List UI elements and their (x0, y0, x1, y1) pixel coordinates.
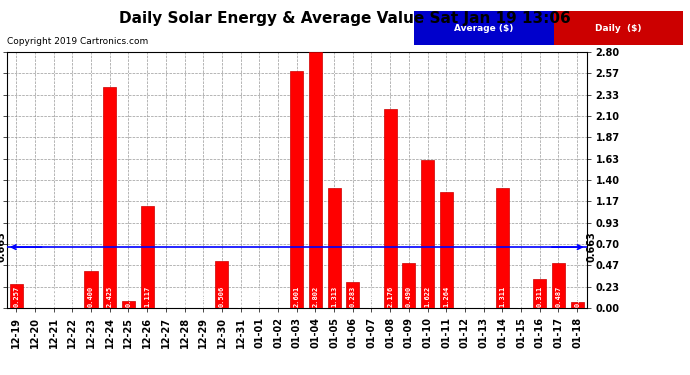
Text: 0.000: 0.000 (368, 286, 375, 307)
Text: 0.000: 0.000 (462, 286, 468, 307)
Bar (215, 261, 228, 308)
Bar (421, 160, 434, 308)
Text: 0.663: 0.663 (0, 232, 7, 262)
Text: Daily  ($): Daily ($) (595, 24, 642, 33)
Bar (402, 263, 415, 308)
Text: 0.257: 0.257 (13, 286, 19, 307)
Text: 0.000: 0.000 (69, 286, 75, 307)
Text: Copyright 2019 Cartronics.com: Copyright 2019 Cartronics.com (7, 38, 148, 46)
Text: 1.313: 1.313 (331, 286, 337, 307)
Bar (346, 282, 359, 308)
Text: 2.601: 2.601 (294, 286, 299, 307)
Bar (104, 87, 117, 308)
Bar (496, 188, 509, 308)
Text: 0.000: 0.000 (237, 286, 244, 307)
Bar (571, 302, 584, 307)
Text: Daily Solar Energy & Average Value Sat Jan 19 13:06: Daily Solar Energy & Average Value Sat J… (119, 11, 571, 26)
Bar (414, 11, 554, 45)
Bar (290, 70, 303, 308)
Text: 0.065: 0.065 (574, 286, 580, 307)
Bar (141, 206, 154, 308)
Text: 0.400: 0.400 (88, 286, 94, 307)
Bar (533, 279, 546, 308)
Text: 0.311: 0.311 (537, 286, 543, 307)
Bar (552, 263, 565, 308)
Text: 0.000: 0.000 (518, 286, 524, 307)
Text: 0.000: 0.000 (275, 286, 281, 307)
Bar (384, 110, 397, 308)
Text: 0.000: 0.000 (200, 286, 206, 307)
Text: 2.176: 2.176 (387, 286, 393, 307)
Text: 0.000: 0.000 (163, 286, 169, 307)
Bar (309, 53, 322, 308)
Text: 0.506: 0.506 (219, 286, 225, 307)
Text: 0.487: 0.487 (555, 286, 562, 307)
Bar (328, 188, 341, 308)
Text: Average ($): Average ($) (454, 24, 513, 33)
Text: 0.283: 0.283 (350, 286, 356, 307)
Text: 1.264: 1.264 (443, 286, 449, 307)
Bar (122, 302, 135, 307)
Text: 0.663: 0.663 (586, 232, 596, 262)
Text: 0.000: 0.000 (481, 286, 486, 307)
Text: 2.425: 2.425 (107, 286, 112, 307)
Text: 2.802: 2.802 (313, 286, 318, 307)
Bar (84, 271, 97, 308)
Text: 0.066: 0.066 (126, 286, 131, 307)
Bar (440, 192, 453, 308)
Text: 0.490: 0.490 (406, 286, 412, 307)
Text: 1.117: 1.117 (144, 286, 150, 307)
Text: 0.000: 0.000 (181, 286, 188, 307)
Text: 1.622: 1.622 (424, 286, 431, 307)
Text: 0.000: 0.000 (32, 286, 38, 307)
Text: 0.000: 0.000 (256, 286, 262, 307)
Bar (10, 284, 23, 308)
Text: 1.311: 1.311 (500, 286, 505, 307)
Text: 0.000: 0.000 (50, 286, 57, 307)
Bar (554, 11, 683, 45)
